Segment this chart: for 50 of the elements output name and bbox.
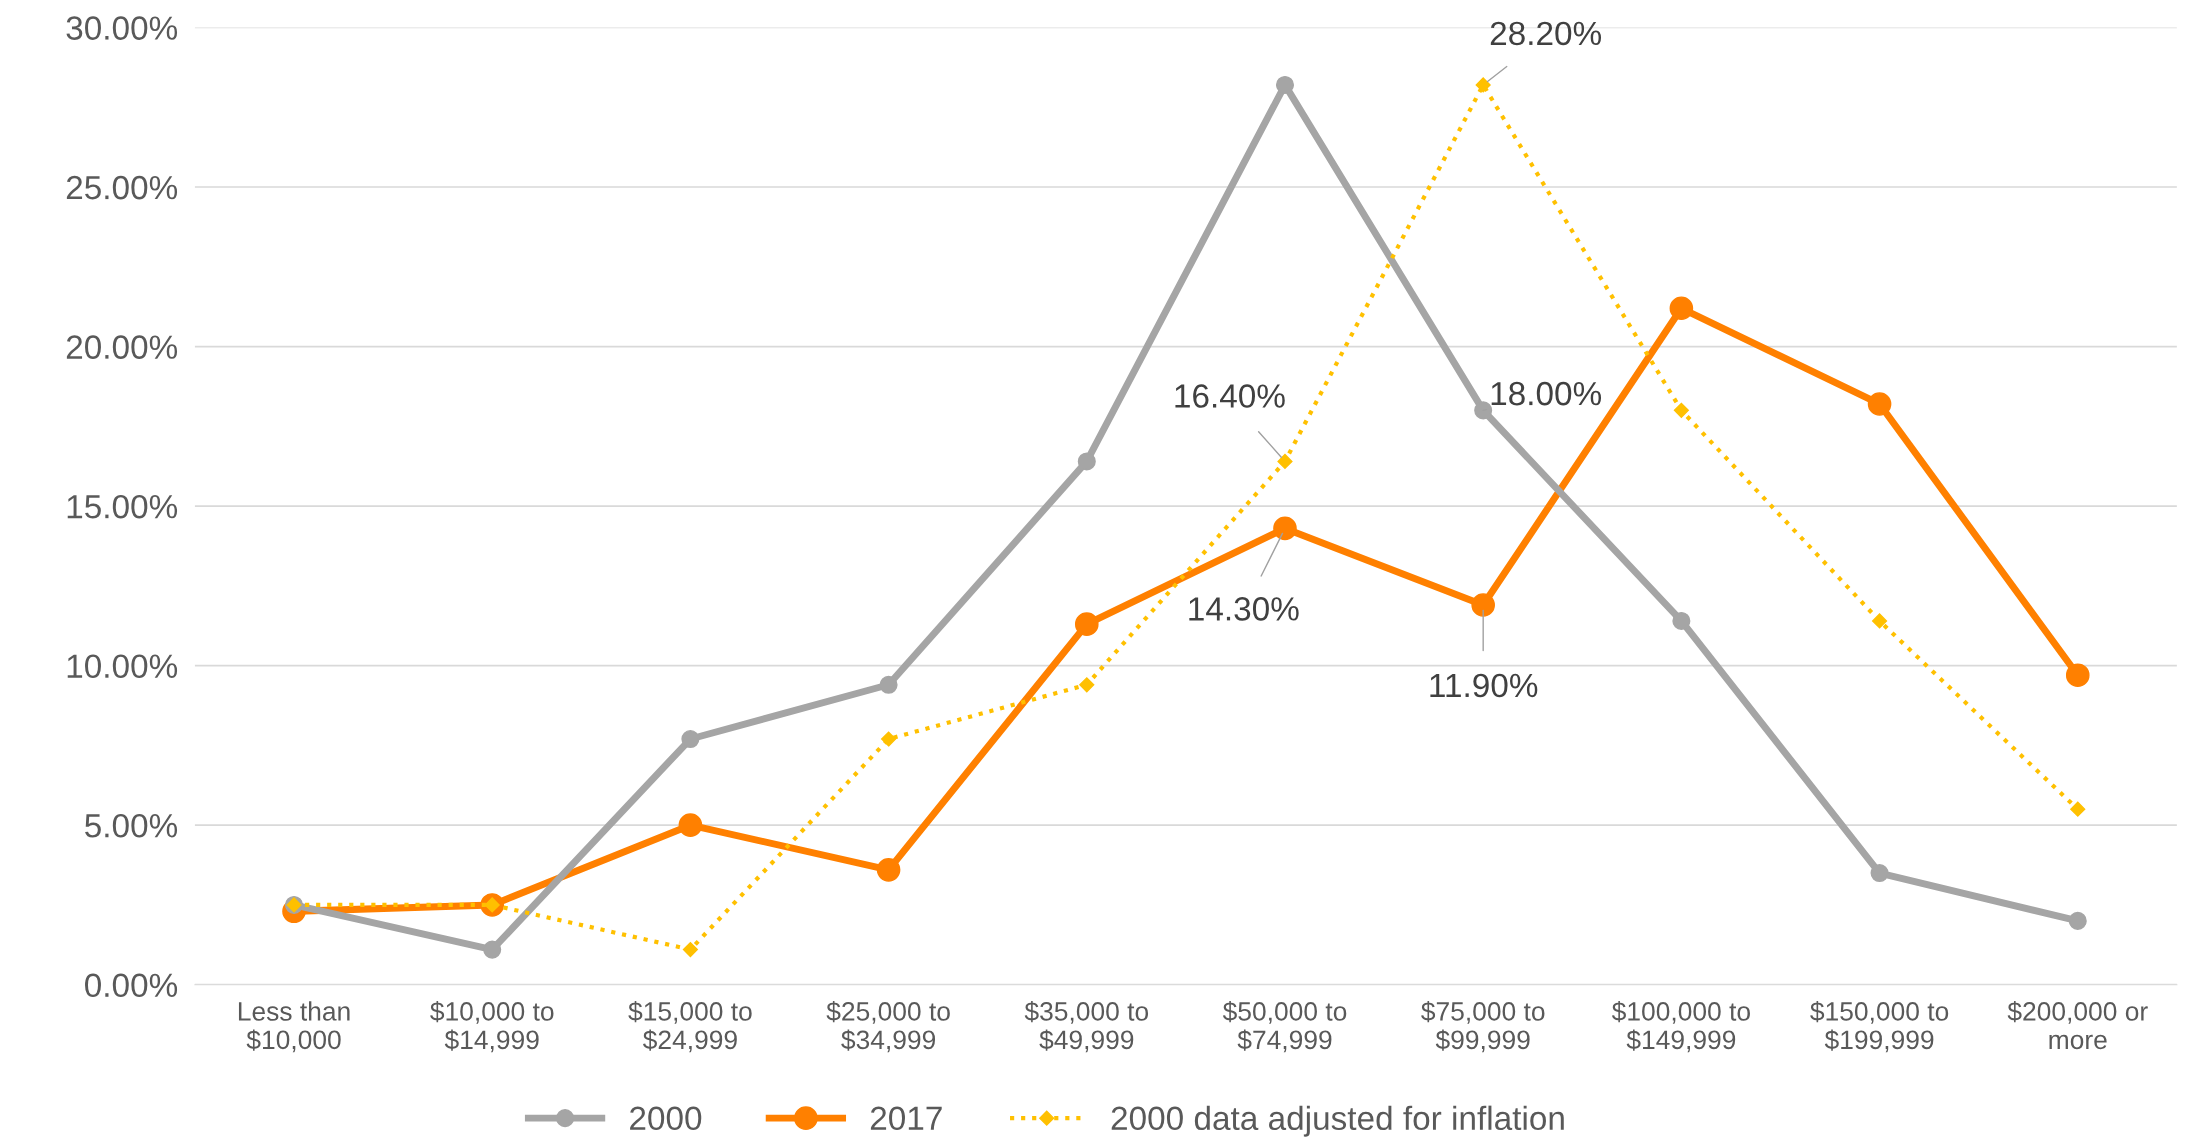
x-tick-label: $35,000 to $49,999 [1024,1000,1149,1053]
y-tick-label: 25.00% [66,175,178,200]
point [1275,75,1295,94]
x-tick-label: $15,000 to $24,999 [628,1000,752,1053]
point [1273,516,1297,541]
point [681,729,700,749]
point [483,940,502,959]
point [1474,401,1493,420]
data-label: 18.00% [1491,381,1602,406]
legend-label: 2000 data adjusted for inflation [1111,1105,1564,1137]
data-label: 16.40% [1175,384,1285,408]
y-tick-label: 30.00% [66,16,178,40]
point [1870,863,1889,883]
point [1475,77,1491,93]
x-tick-label: $200,000 or more [2007,1000,2148,1050]
x-tick-label: $100,000 to $149,999 [1611,1000,1750,1053]
y-tick-label: 20.00% [66,335,178,359]
point [1277,453,1293,469]
point [879,675,898,694]
point [1871,613,1888,629]
point [1471,593,1495,617]
point [1669,296,1694,321]
legend-label: 2017 [870,1106,942,1131]
y-tick-label: 10.00% [67,654,178,679]
x-tick-label: $75,000 to $99,999 [1421,1000,1545,1053]
y-tick-label: 0.00% [85,973,178,998]
data-label: 14.30% [1189,597,1299,621]
point [1673,402,1689,418]
point [876,858,901,882]
point [682,942,698,958]
data-label: 28.20% [1490,21,1602,46]
point [2065,663,2090,688]
point [1074,612,1099,636]
point [1672,611,1691,630]
x-tick-label: Less than $10,000 [238,1001,350,1053]
x-tick-label: $10,000 to $14,999 [430,1000,554,1053]
point [1079,677,1095,693]
y-tick-label: 15.00% [67,494,178,519]
point [881,731,897,747]
point [678,813,703,837]
point [2068,911,2087,930]
y-tick-label: 5.00% [85,813,178,838]
point [2070,801,2086,817]
data-label: 11.90% [1430,673,1538,698]
x-tick-label: $25,000 to $34,999 [826,1000,950,1053]
x-tick-label: $150,000 to $199,999 [1810,1000,1949,1053]
x-tick-label: $50,000 to $74,999 [1222,1000,1347,1053]
point [1867,392,1892,416]
legend-label: 2000 [630,1106,702,1131]
point [1077,452,1096,471]
